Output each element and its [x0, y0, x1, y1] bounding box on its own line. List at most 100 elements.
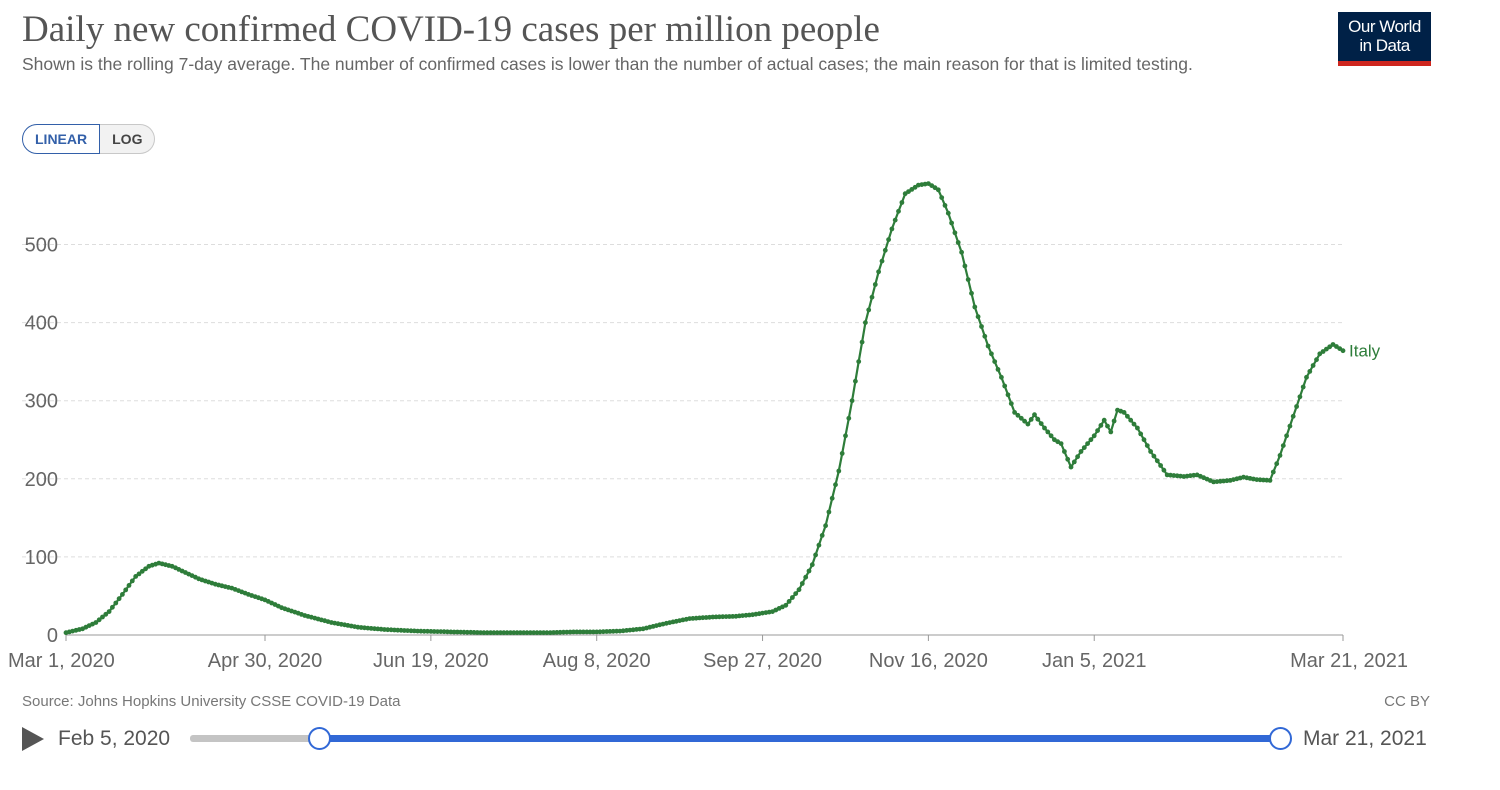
data-point [103, 611, 109, 617]
data-point [425, 628, 430, 634]
data-point [591, 629, 596, 635]
logo-line-2: in Data [1359, 36, 1410, 55]
data-point [879, 258, 885, 264]
data-point [959, 249, 964, 255]
data-point [819, 533, 825, 538]
data-point [504, 630, 510, 636]
owid-logo[interactable]: Our World in Data [1338, 12, 1431, 66]
play-icon[interactable] [22, 727, 44, 751]
data-point [123, 587, 129, 593]
data-point [1270, 469, 1276, 475]
data-point [803, 574, 809, 580]
license-link[interactable]: CC BY [1384, 693, 1430, 710]
data-point [786, 599, 792, 604]
data-point [96, 617, 102, 623]
data-point [969, 290, 974, 296]
data-point [896, 208, 901, 214]
y-tick-label: 400 [25, 313, 58, 335]
data-point [518, 630, 523, 636]
data-point [1012, 410, 1017, 415]
data-point [1111, 418, 1117, 424]
y-tick-label: 0 [47, 625, 58, 647]
y-tick-label: 300 [25, 391, 58, 413]
y-tick-label: 500 [25, 234, 58, 256]
data-point [982, 333, 988, 339]
data-point [435, 629, 440, 634]
data-point [1042, 425, 1047, 431]
data-point [889, 226, 895, 232]
data-point [816, 542, 822, 548]
data-point [1101, 417, 1107, 423]
data-point [1161, 467, 1167, 473]
data-point [1022, 418, 1027, 424]
data-point [1078, 449, 1084, 454]
data-point [100, 614, 105, 620]
data-point [1105, 423, 1110, 429]
data-point [136, 571, 142, 577]
data-point [869, 294, 875, 300]
data-point [1297, 394, 1303, 400]
data-point [113, 600, 119, 606]
data-point [126, 583, 132, 588]
data-point [1280, 443, 1286, 448]
data-point [116, 596, 122, 602]
data-point [1294, 404, 1299, 409]
data-point [1121, 410, 1127, 415]
line-chart: 0 100 200 300 400 500 Mar 1, 2020 Apr 30, 2020 J… [8, 181, 1408, 672]
x-tick-label: Jun 19, 2020 [373, 650, 489, 672]
data-point [806, 568, 812, 574]
data-point [514, 630, 520, 636]
data-point [1071, 459, 1077, 465]
data-point [587, 629, 593, 635]
series-line-italy [65, 182, 1344, 634]
data-point [484, 630, 490, 636]
data-point [508, 630, 513, 636]
data-point [886, 237, 891, 242]
data-point [720, 614, 726, 620]
timeline-end-label: Mar 21, 2021 [1303, 727, 1427, 750]
data-point [1158, 463, 1163, 468]
data-point [1005, 392, 1011, 398]
data-point [863, 320, 868, 325]
data-point [581, 629, 586, 635]
x-tick-label: Apr 30, 2020 [208, 650, 323, 672]
data-point [544, 630, 550, 636]
data-point [451, 629, 457, 635]
timeline-track[interactable] [190, 727, 1292, 750]
data-point [511, 630, 517, 636]
data-point [1304, 374, 1309, 380]
data-point [541, 630, 546, 636]
data-point [839, 451, 845, 456]
data-point [872, 282, 878, 287]
data-point [1310, 363, 1316, 368]
data-point [143, 566, 149, 572]
data-point [524, 630, 530, 636]
data-point [1091, 433, 1097, 439]
data-point [1135, 425, 1140, 431]
data-point [1141, 437, 1147, 443]
data-point [1300, 384, 1306, 390]
data-point [501, 630, 507, 636]
data-point [1154, 458, 1160, 464]
data-point [1002, 383, 1008, 389]
data-point [1088, 437, 1094, 443]
x-tick-label: Jan 5, 2021 [1042, 650, 1147, 672]
data-point [972, 304, 978, 310]
x-tick-label: Aug 8, 2020 [543, 650, 651, 672]
data-point [1098, 423, 1104, 428]
data-point [856, 359, 862, 364]
x-tick-label: Nov 16, 2020 [869, 650, 988, 672]
data-point [826, 509, 832, 515]
data-point [939, 195, 945, 200]
data-point [949, 220, 954, 226]
data-point [882, 247, 888, 253]
log-scale-button[interactable]: LOG [100, 124, 156, 154]
data-point [836, 468, 842, 474]
data-point [793, 591, 799, 596]
timeline-start-handle[interactable] [308, 727, 332, 750]
data-point [985, 343, 991, 349]
x-tick-label: Sep 27, 2020 [703, 650, 822, 672]
x-tick-label: Mar 21, 2021 [1290, 650, 1408, 672]
linear-scale-button[interactable]: LINEAR [22, 124, 101, 154]
timeline-end-handle[interactable] [1269, 727, 1292, 750]
